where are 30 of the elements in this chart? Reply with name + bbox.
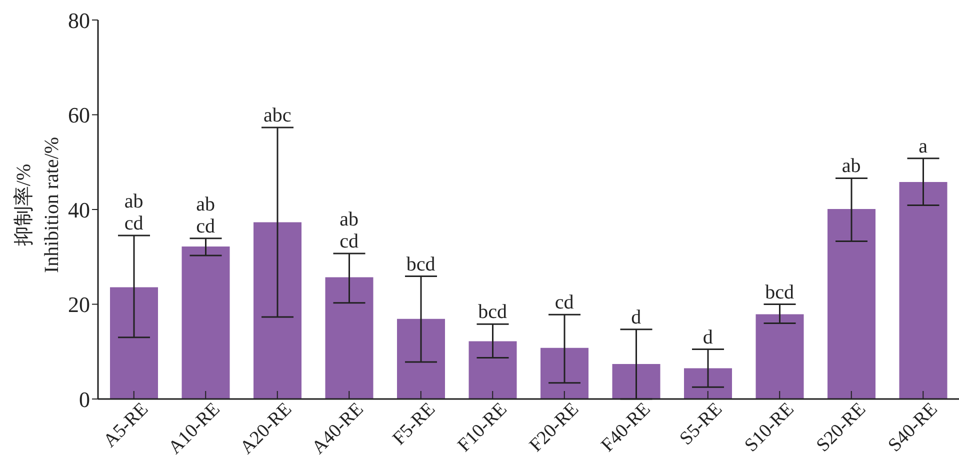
annotation: d [702, 326, 713, 348]
bar [468, 341, 517, 399]
y-tick-label: 60 [68, 102, 90, 128]
bar [828, 209, 876, 399]
annotation: bcd [478, 301, 508, 324]
bar [254, 222, 302, 399]
bar [110, 287, 158, 399]
y-tick-label: 20 [68, 292, 90, 318]
annotation: ab cd [196, 193, 216, 238]
y-tick-label: 80 [68, 8, 90, 33]
annotation: abc [263, 104, 292, 127]
annotation: d [631, 306, 642, 328]
annotation: ab [842, 155, 861, 178]
bar [325, 277, 374, 399]
y-axis-title: 抑制率/% Inhibition rate/% [13, 136, 63, 274]
y-tick-label: 40 [68, 197, 90, 222]
bar [899, 182, 948, 399]
bar [612, 364, 660, 399]
bar [182, 246, 230, 399]
bar [540, 348, 588, 399]
annotation: bcd [765, 281, 794, 304]
annotation: a [918, 135, 928, 158]
bar [397, 318, 445, 399]
y-tick-label: 0 [79, 386, 90, 412]
annotation: ab cd [340, 208, 359, 253]
annotation: bcd [406, 253, 436, 276]
annotation: cd [554, 292, 574, 314]
bar [684, 368, 732, 399]
annotation: ab cd [124, 190, 144, 235]
bar [756, 314, 804, 399]
